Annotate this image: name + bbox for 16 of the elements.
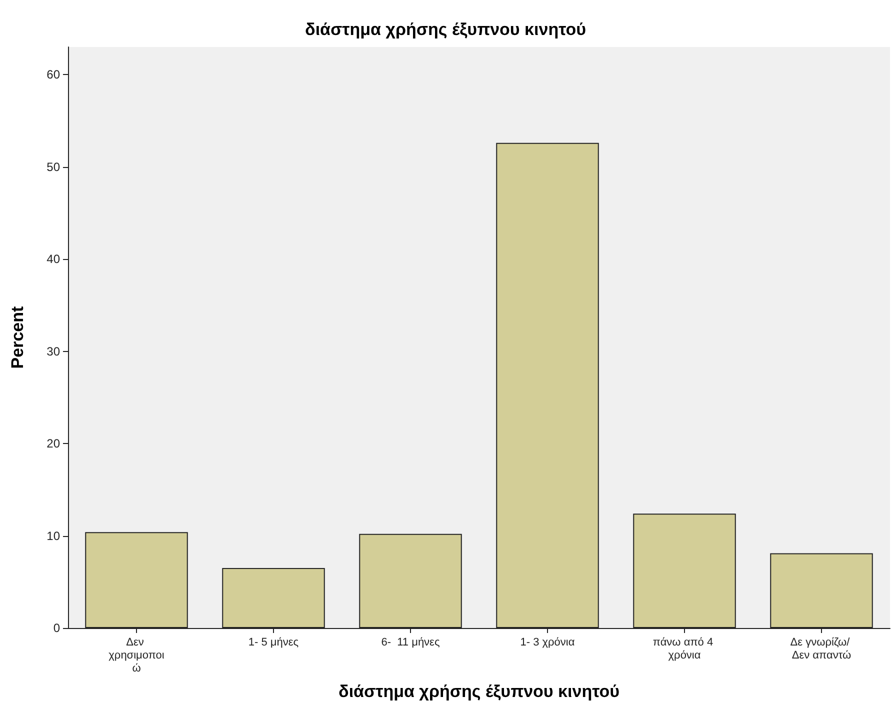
x-axis-title: διάστημα χρήσης έξυπνου κινητού bbox=[338, 682, 620, 701]
y-tick-label: 10 bbox=[46, 528, 60, 543]
y-tick-label: 20 bbox=[46, 436, 60, 451]
x-tick-label: 1- 3 χρόνια bbox=[520, 636, 576, 648]
x-tick-label: Δεν χρησιμοποιώ bbox=[108, 636, 165, 674]
chart-title: διάστημα χρήσης έξυπνου κινητού bbox=[305, 20, 586, 39]
y-tick-label: 0 bbox=[53, 621, 60, 635]
x-tick-label: πάνω από 4 χρόνια bbox=[652, 636, 716, 662]
x-tick-label: Δε γνωρίζω/ Δεν απαντώ bbox=[790, 636, 853, 662]
y-tick-label: 50 bbox=[46, 160, 60, 174]
y-tick-label: 60 bbox=[46, 68, 60, 82]
x-tick-label: 6- 11 μήνες bbox=[381, 636, 440, 648]
y-axis-title: Percent bbox=[8, 306, 27, 369]
y-tick-label: 40 bbox=[46, 252, 60, 266]
x-tick-label: 1- 5 μήνες bbox=[248, 636, 299, 648]
y-tick-label: 30 bbox=[46, 344, 60, 358]
